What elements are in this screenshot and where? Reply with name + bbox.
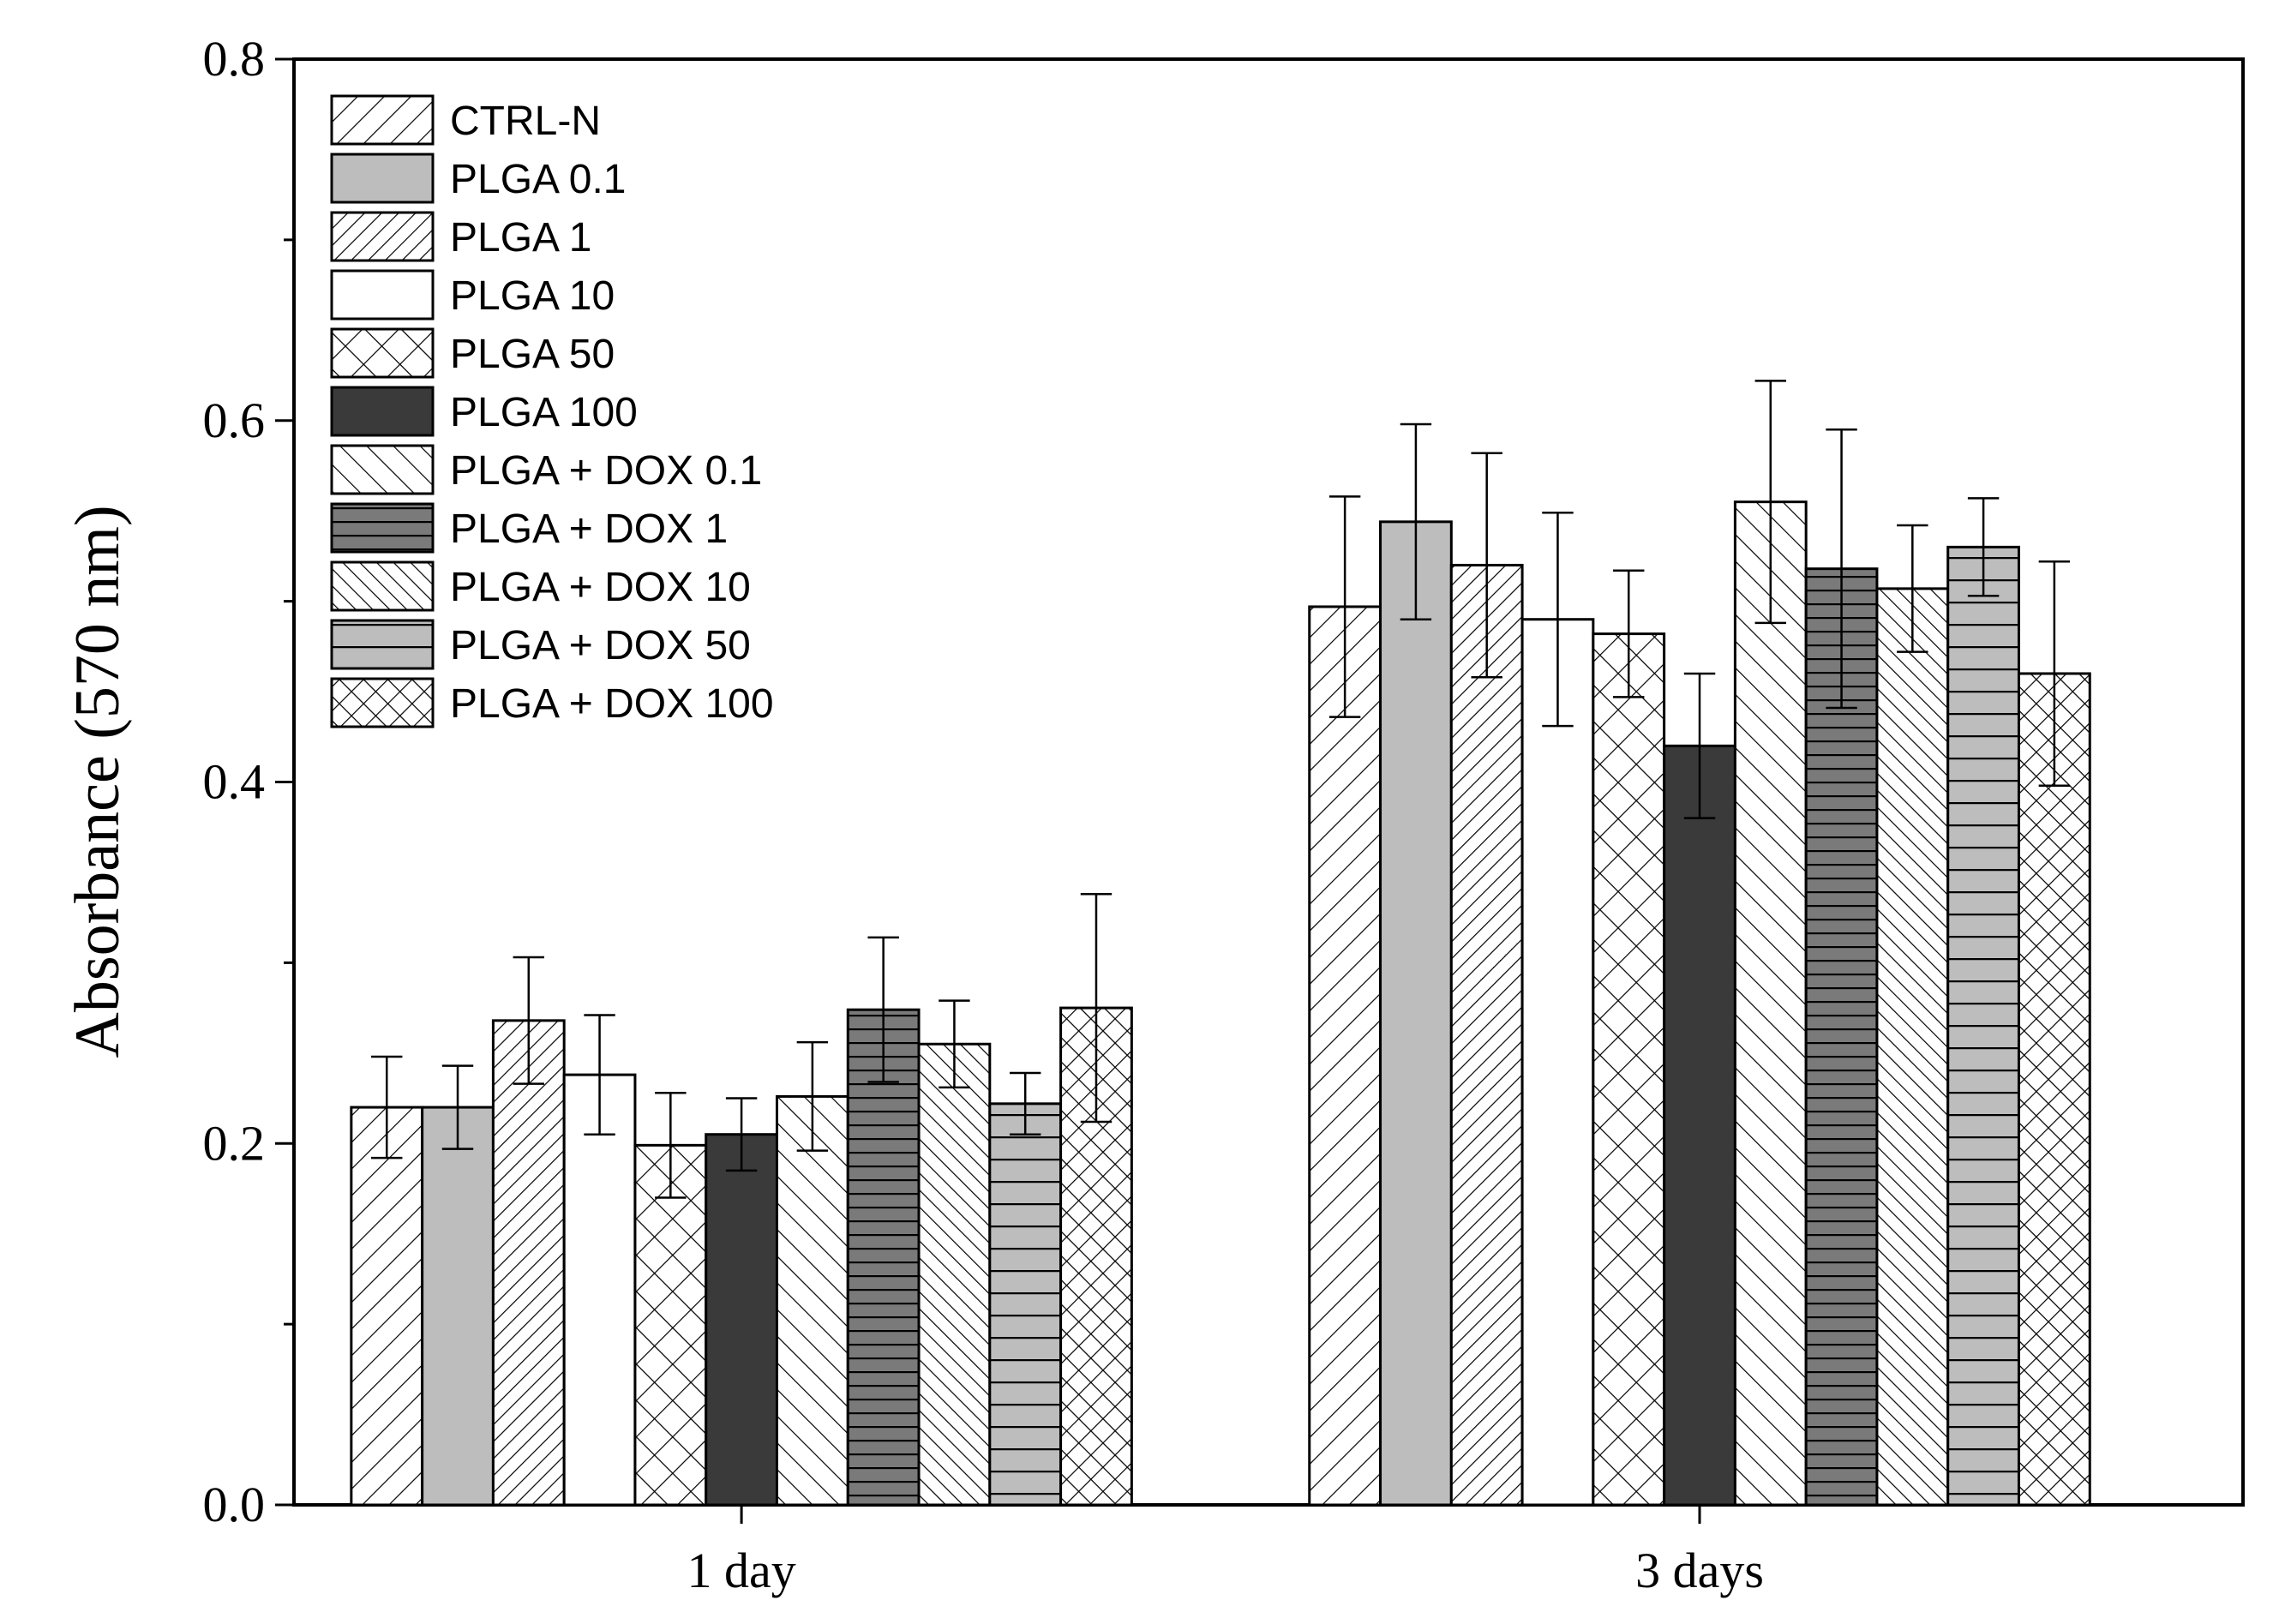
x-axis: 1 day 3 days: [687, 1505, 1764, 1598]
x-tick-label: 1 day: [687, 1543, 795, 1598]
error-bars: [371, 380, 2071, 1199]
bar: [562, 1073, 637, 1507]
legend-swatch: [330, 94, 435, 146]
bar: [1733, 500, 1808, 1507]
legend-swatch: [330, 560, 435, 612]
y-tick-label: 0.2: [203, 1115, 266, 1171]
bar: [988, 1102, 1063, 1507]
legend-swatch: [330, 619, 435, 670]
legend-label: PLGA + DOX 50: [450, 623, 751, 668]
legend-label: PLGA + DOX 100: [450, 681, 774, 727]
bar: [705, 1133, 778, 1507]
bar: [1379, 520, 1453, 1507]
legend-swatch: [330, 502, 435, 554]
x-tick-label: 3 days: [1635, 1543, 1764, 1598]
bar: [846, 1008, 921, 1507]
bar: [917, 1042, 992, 1507]
bar: [350, 1106, 424, 1507]
bar: [1520, 618, 1595, 1507]
bar: [491, 1019, 566, 1507]
bar: [1875, 587, 1950, 1507]
legend-swatch: [330, 386, 435, 437]
y-tick-label: 0.8: [203, 31, 266, 87]
y-axis: 0.0 0.2 0.4 0.6 0.8: [203, 31, 294, 1532]
y-tick-label: 0.4: [203, 754, 266, 810]
bar: [1449, 563, 1524, 1507]
legend-label: PLGA 0.1: [450, 157, 626, 202]
legend-label: PLGA + DOX 1: [450, 506, 728, 552]
legend-label: PLGA 10: [450, 273, 615, 319]
legend-label: PLGA + DOX 0.1: [450, 448, 762, 494]
legend-swatch: [330, 327, 435, 379]
legend: CTRL-N PLGA 0.1 PLGA 1 PLGA 10 PLGA 50 PLGA 1…: [330, 94, 774, 728]
bar: [1804, 567, 1879, 1507]
legend-swatch: [330, 444, 435, 495]
bar: [1592, 632, 1666, 1507]
legend-label: PLGA 1: [450, 215, 591, 261]
bar: [633, 1143, 708, 1507]
legend-swatch: [330, 211, 435, 262]
y-tick-label: 0.6: [203, 393, 266, 448]
y-tick-label: 0.0: [203, 1477, 266, 1532]
bar: [775, 1094, 849, 1507]
legend-label: PLGA 50: [450, 332, 615, 377]
legend-swatch: [330, 269, 435, 321]
bar: [1308, 605, 1382, 1507]
bars: [350, 500, 2091, 1507]
bar: [1946, 545, 2020, 1507]
legend-swatch: [330, 153, 435, 204]
legend-label: PLGA 100: [450, 390, 638, 435]
bar: [421, 1106, 495, 1507]
legend-label: PLGA + DOX 10: [450, 565, 751, 610]
legend-label: CTRL-N: [450, 99, 601, 144]
bar: [2017, 672, 2091, 1507]
legend-swatch: [330, 677, 435, 728]
bar: [1663, 744, 1736, 1507]
y-axis-title: Absorbance (570 nm): [63, 505, 133, 1058]
